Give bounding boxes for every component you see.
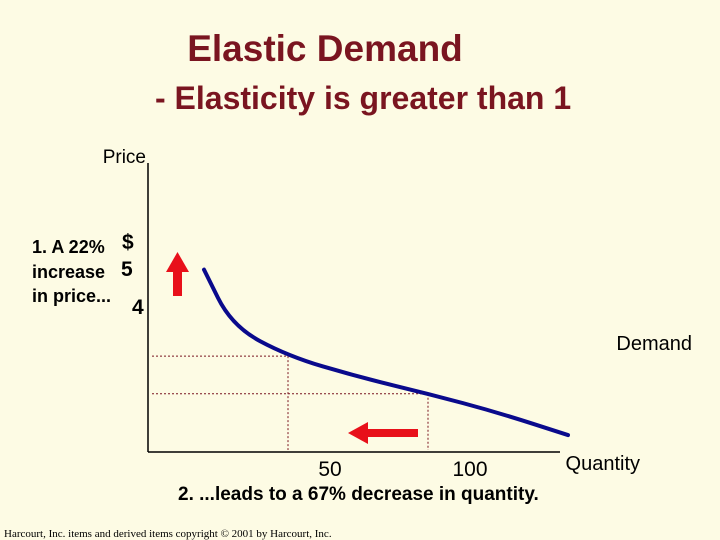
price-change-line-1: 1. A 22% xyxy=(32,237,105,257)
chart-title: Elastic Demand xyxy=(187,28,463,69)
price-change-line-2: increase xyxy=(32,262,105,282)
x-tick-100: 100 xyxy=(452,458,487,481)
y-tick-4: 4 xyxy=(132,296,144,319)
copyright-footer: Harcourt, Inc. items and derived items c… xyxy=(4,528,332,540)
quantity-decrease-arrow xyxy=(348,422,418,444)
currency-symbol: $ xyxy=(122,231,134,254)
series-label-demand: Demand xyxy=(616,333,692,355)
y-tick-5: 5 xyxy=(121,258,133,281)
x-axis-label: Quantity xyxy=(566,453,640,475)
chart-subtitle: - Elasticity is greater than 1 xyxy=(155,80,572,116)
price-increase-arrow xyxy=(166,252,189,296)
y-axis-label: Price xyxy=(103,147,146,168)
quantity-change-note: 2. ...leads to a 67% decrease in quantit… xyxy=(178,484,539,505)
guide-lines xyxy=(152,355,429,450)
price-change-line-3: in price... xyxy=(32,286,111,306)
x-tick-50: 50 xyxy=(318,458,341,481)
demand-curve xyxy=(202,267,570,438)
